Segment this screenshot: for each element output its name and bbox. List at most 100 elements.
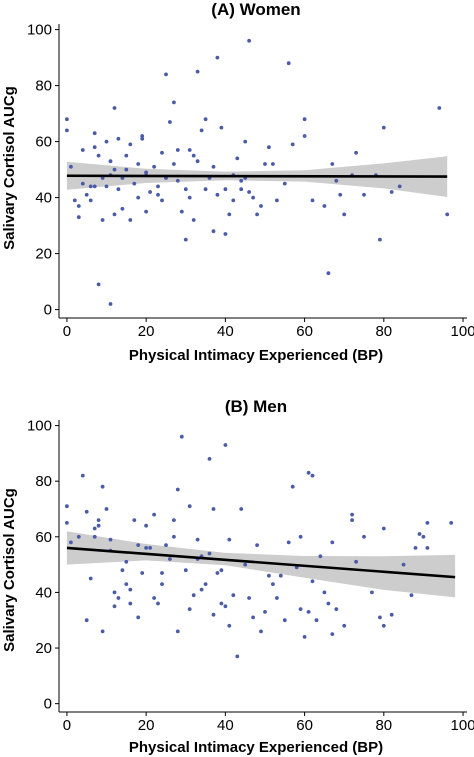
data-point	[175, 178, 180, 183]
data-points-group	[65, 38, 450, 306]
data-point	[215, 192, 220, 197]
data-point	[175, 148, 180, 152]
data-point	[172, 100, 176, 105]
data-point	[108, 159, 113, 164]
data-point	[116, 136, 121, 141]
data-point	[231, 198, 236, 203]
data-point	[449, 521, 454, 525]
data-point	[445, 212, 450, 217]
data-point	[330, 162, 335, 166]
data-point	[179, 434, 184, 439]
data-point	[156, 184, 160, 189]
data-point	[195, 159, 200, 164]
data-point	[168, 120, 172, 124]
data-point	[207, 551, 212, 556]
data-point	[271, 582, 275, 586]
data-point	[350, 512, 354, 517]
data-point	[108, 302, 113, 306]
data-points-group	[65, 434, 454, 659]
data-point	[330, 540, 335, 545]
x-axis-label: Physical Intimacy Experienced (BP)	[129, 347, 383, 364]
data-point	[108, 537, 113, 542]
data-point	[322, 590, 327, 595]
data-point	[275, 198, 279, 203]
data-point	[417, 532, 422, 536]
data-point	[223, 232, 228, 236]
data-point	[251, 615, 256, 620]
data-point	[136, 615, 141, 620]
data-point	[211, 164, 216, 169]
data-point	[378, 615, 382, 620]
x-tick-label: 0	[63, 323, 71, 340]
data-point	[223, 187, 228, 192]
data-point	[144, 170, 149, 175]
data-point	[69, 540, 73, 545]
data-point	[310, 473, 315, 478]
data-point	[144, 209, 149, 214]
data-point	[326, 601, 331, 606]
y-tick-label: 0	[44, 302, 52, 319]
data-point	[136, 195, 141, 200]
data-point	[92, 145, 97, 150]
data-point	[207, 457, 212, 461]
data-point	[354, 150, 358, 155]
data-point	[88, 184, 93, 189]
x-tick-label: 80	[375, 717, 392, 734]
data-point	[183, 237, 188, 242]
data-point	[124, 167, 129, 172]
y-axis-label: Salivary Cortisol AUCg	[1, 86, 18, 250]
data-point	[191, 153, 196, 158]
data-point	[318, 554, 323, 559]
data-point	[132, 518, 137, 522]
data-point	[156, 601, 160, 606]
data-point	[381, 526, 386, 531]
y-tick-label: 40	[35, 190, 52, 207]
data-point	[223, 443, 228, 447]
data-point	[116, 596, 121, 600]
data-point	[179, 209, 184, 214]
data-point	[152, 512, 157, 517]
regression-line	[66, 546, 456, 579]
data-point	[84, 618, 89, 623]
data-point	[100, 484, 105, 489]
x-tick-label: 40	[217, 323, 234, 340]
data-point	[211, 612, 216, 617]
data-point	[413, 546, 418, 550]
data-point	[322, 204, 327, 208]
confidence-band	[66, 531, 456, 598]
data-point	[354, 559, 358, 564]
data-point	[187, 504, 192, 509]
data-point	[203, 187, 208, 192]
data-point	[199, 128, 204, 133]
data-point	[350, 518, 354, 522]
data-point	[409, 593, 414, 598]
data-point	[112, 167, 117, 172]
x-axis-label: Physical Intimacy Experienced (BP)	[129, 739, 383, 756]
data-point	[65, 521, 69, 525]
data-point	[314, 618, 319, 623]
data-point	[342, 212, 347, 217]
data-point	[92, 534, 97, 539]
data-point	[247, 190, 252, 194]
data-point	[96, 518, 101, 522]
data-point	[80, 148, 85, 152]
data-point	[80, 181, 85, 186]
axes-group	[58, 24, 467, 319]
data-point	[298, 607, 303, 611]
ticks-group: 0 20 40 60 80 100 0 20 40 60 80 100	[27, 22, 474, 340]
data-point	[267, 573, 271, 578]
data-point	[370, 590, 374, 595]
data-point	[100, 218, 105, 222]
data-point	[144, 523, 149, 528]
x-tick-label: 20	[138, 323, 155, 340]
data-point	[259, 629, 263, 634]
data-point	[199, 587, 204, 592]
data-point	[128, 218, 133, 222]
data-point	[255, 543, 259, 547]
data-point	[267, 145, 271, 150]
data-point	[231, 593, 236, 598]
data-point	[286, 61, 291, 66]
data-point	[227, 212, 232, 217]
data-point	[219, 601, 224, 606]
